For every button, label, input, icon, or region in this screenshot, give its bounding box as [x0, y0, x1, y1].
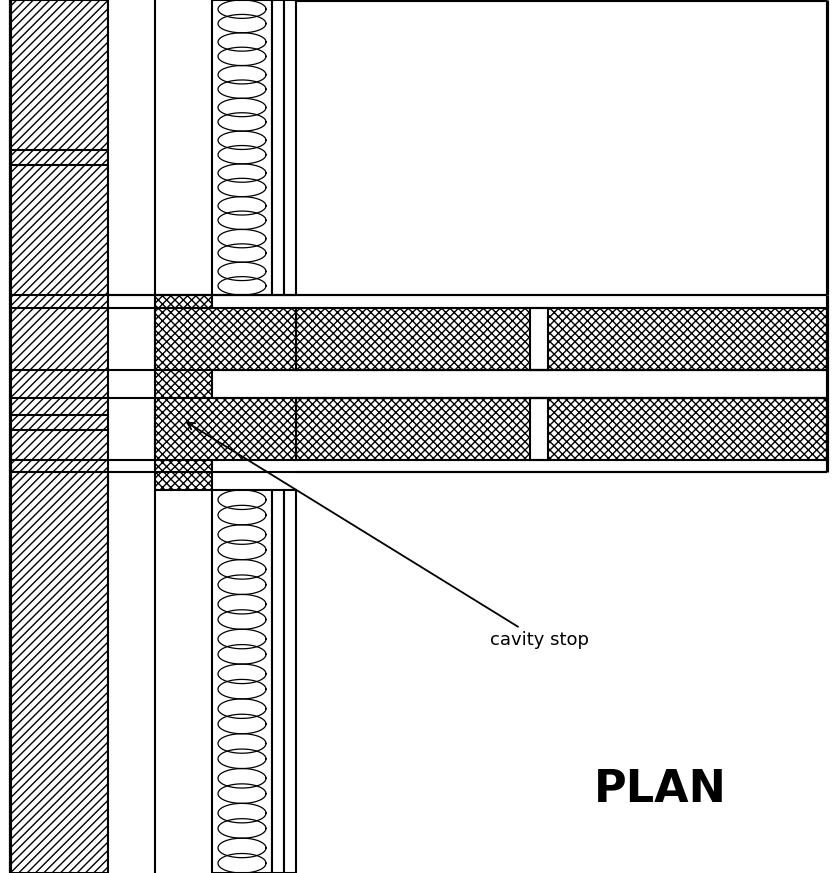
- Bar: [529, 308, 548, 370]
- Bar: [108, 0, 155, 295]
- Bar: [108, 490, 155, 873]
- Bar: [296, 398, 826, 460]
- Bar: [296, 460, 826, 472]
- Bar: [296, 370, 826, 398]
- Bar: [283, 0, 296, 295]
- Bar: [283, 490, 296, 873]
- Bar: [212, 0, 272, 295]
- Bar: [155, 295, 212, 490]
- Text: PLAN: PLAN: [593, 768, 726, 812]
- Bar: [529, 398, 548, 460]
- Bar: [272, 490, 283, 873]
- Bar: [155, 308, 296, 370]
- Text: cavity stop: cavity stop: [187, 423, 589, 649]
- Bar: [155, 398, 296, 460]
- Bar: [212, 490, 272, 873]
- Bar: [296, 295, 826, 308]
- Bar: [296, 308, 826, 370]
- Bar: [10, 0, 108, 873]
- Bar: [272, 0, 283, 295]
